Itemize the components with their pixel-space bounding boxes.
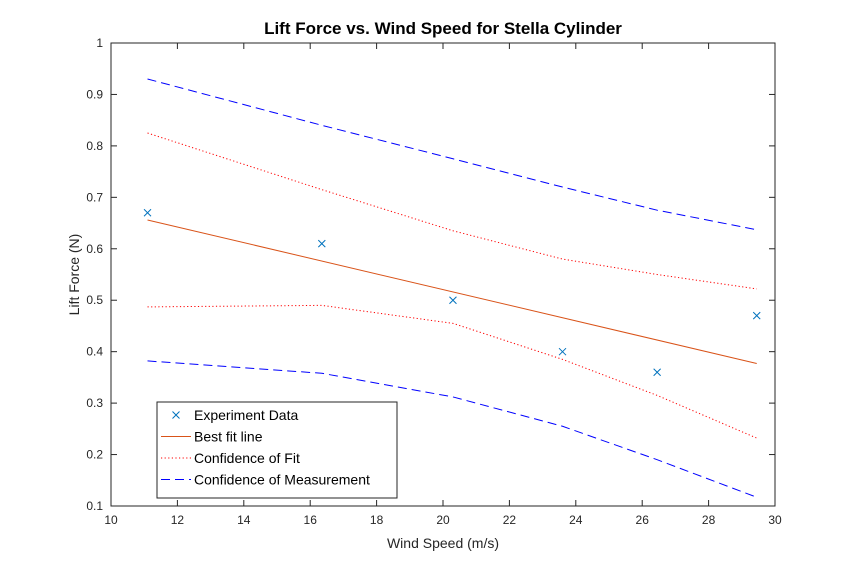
x-axis-label: Wind Speed (m/s) [387,535,499,551]
x-tick-label: 24 [569,513,583,527]
legend-label: Confidence of Fit [194,450,300,466]
x-tick-label: 22 [503,513,517,527]
series-4 [147,78,757,231]
y-tick-label: 0.4 [86,345,103,359]
y-tick-label: 0.1 [86,499,103,513]
legend-marker [172,411,180,419]
y-tick-label: 0.8 [86,139,103,153]
data-point [317,239,326,248]
y-tick-label: 1 [96,36,103,50]
x-tick-label: 16 [304,513,318,527]
chart-title: Lift Force vs. Wind Speed for Stella Cyl… [264,19,622,38]
dotted-line [147,304,757,439]
data-point [558,347,567,356]
legend-label: Best fit line [194,429,263,445]
legend-box [156,401,398,499]
legend-label: Experiment Data [194,407,298,423]
series-0 [143,208,761,377]
dashed-line [147,78,757,231]
axes-layer: 10 12 14 16 18 20 22 24 26 28 30 0.1 0.2 0.3 0.4 0.5 0.6… [86,36,782,527]
solid-line [147,219,757,364]
series-5 [147,360,757,498]
x-tick-label: 18 [370,513,384,527]
y-axis-label: Lift Force (N) [66,234,82,316]
data-point [449,296,457,305]
series-3 [147,304,757,439]
x-tick-label: 26 [636,513,650,527]
data-point [143,208,152,217]
x-tick-label: 10 [104,513,118,527]
series-layer [143,78,761,498]
x-tick-label: 20 [436,513,450,527]
y-tick-label: 0.7 [86,190,103,204]
data-point [653,368,661,377]
legend: Experiment Data Best fit line Confidence o… [156,401,398,499]
y-tick-label: 0.2 [86,448,103,462]
legend-label: Confidence of Measurement [194,472,370,488]
x-tick-label: 30 [768,513,782,527]
x-tick-label: 28 [702,513,716,527]
x-tick-label: 14 [237,513,251,527]
y-tick-label: 0.9 [86,87,103,101]
y-tick-label: 0.5 [86,293,103,307]
data-point [752,311,761,320]
series-1 [147,219,757,364]
y-tick-label: 0.6 [86,242,103,256]
y-tick-label: 0.3 [86,396,103,410]
x-tick-label: 12 [171,513,185,527]
dashed-line [147,360,757,498]
